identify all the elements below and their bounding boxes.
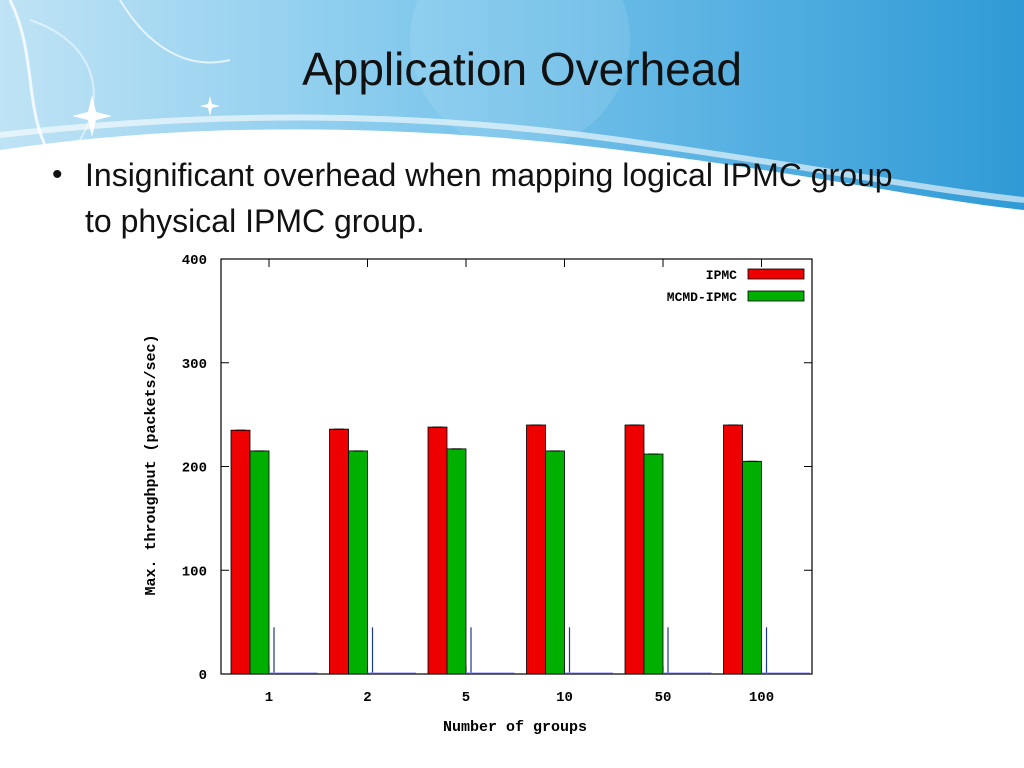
header-banner bbox=[0, 0, 1024, 240]
y-tick-label: 100 bbox=[182, 564, 207, 580]
x-tick-label: 2 bbox=[363, 690, 371, 706]
legend-swatch bbox=[747, 268, 805, 280]
y-tick-label: 400 bbox=[182, 253, 207, 269]
y-axis-label: Max. throughput (packets/sec) bbox=[143, 334, 160, 595]
bar-mcmd-ipmc bbox=[348, 450, 368, 675]
x-tick-label: 5 bbox=[462, 690, 470, 706]
x-tick-label: 1 bbox=[265, 690, 273, 706]
bar-ipmc bbox=[329, 428, 349, 675]
x-axis-label: Number of groups bbox=[443, 719, 587, 736]
y-tick-label: 300 bbox=[182, 357, 207, 373]
bar-ipmc bbox=[624, 424, 645, 675]
slide-title: Application Overhead bbox=[302, 43, 742, 95]
bar-ipmc bbox=[526, 424, 546, 675]
bar-ipmc bbox=[230, 429, 251, 675]
x-tick-label: 100 bbox=[749, 690, 774, 706]
bar-chart: Max. throughput (packets/sec) Number of … bbox=[143, 253, 813, 736]
x-tick-label: 10 bbox=[556, 690, 573, 706]
legend-swatch bbox=[747, 290, 805, 302]
x-tick-label: 50 bbox=[655, 690, 672, 706]
bar-ipmc bbox=[723, 424, 743, 675]
legend-label: MCMD-IPMC bbox=[667, 290, 737, 305]
bullet-text: Insignificant overhead when mapping logi… bbox=[85, 157, 893, 239]
sparkle-icon bbox=[200, 96, 220, 116]
bullet-dot-icon: • bbox=[52, 158, 63, 191]
legend-label: IPMC bbox=[706, 268, 737, 283]
y-tick-label: 0 bbox=[199, 668, 207, 684]
bar-mcmd-ipmc bbox=[249, 450, 270, 675]
bar-ipmc bbox=[427, 426, 448, 675]
bar-mcmd-ipmc bbox=[446, 448, 467, 675]
sparkle-icon bbox=[72, 95, 112, 137]
bar-mcmd-ipmc bbox=[643, 453, 664, 675]
y-tick-label: 200 bbox=[182, 461, 207, 477]
bar-mcmd-ipmc bbox=[742, 460, 762, 675]
bar-mcmd-ipmc bbox=[545, 450, 565, 675]
